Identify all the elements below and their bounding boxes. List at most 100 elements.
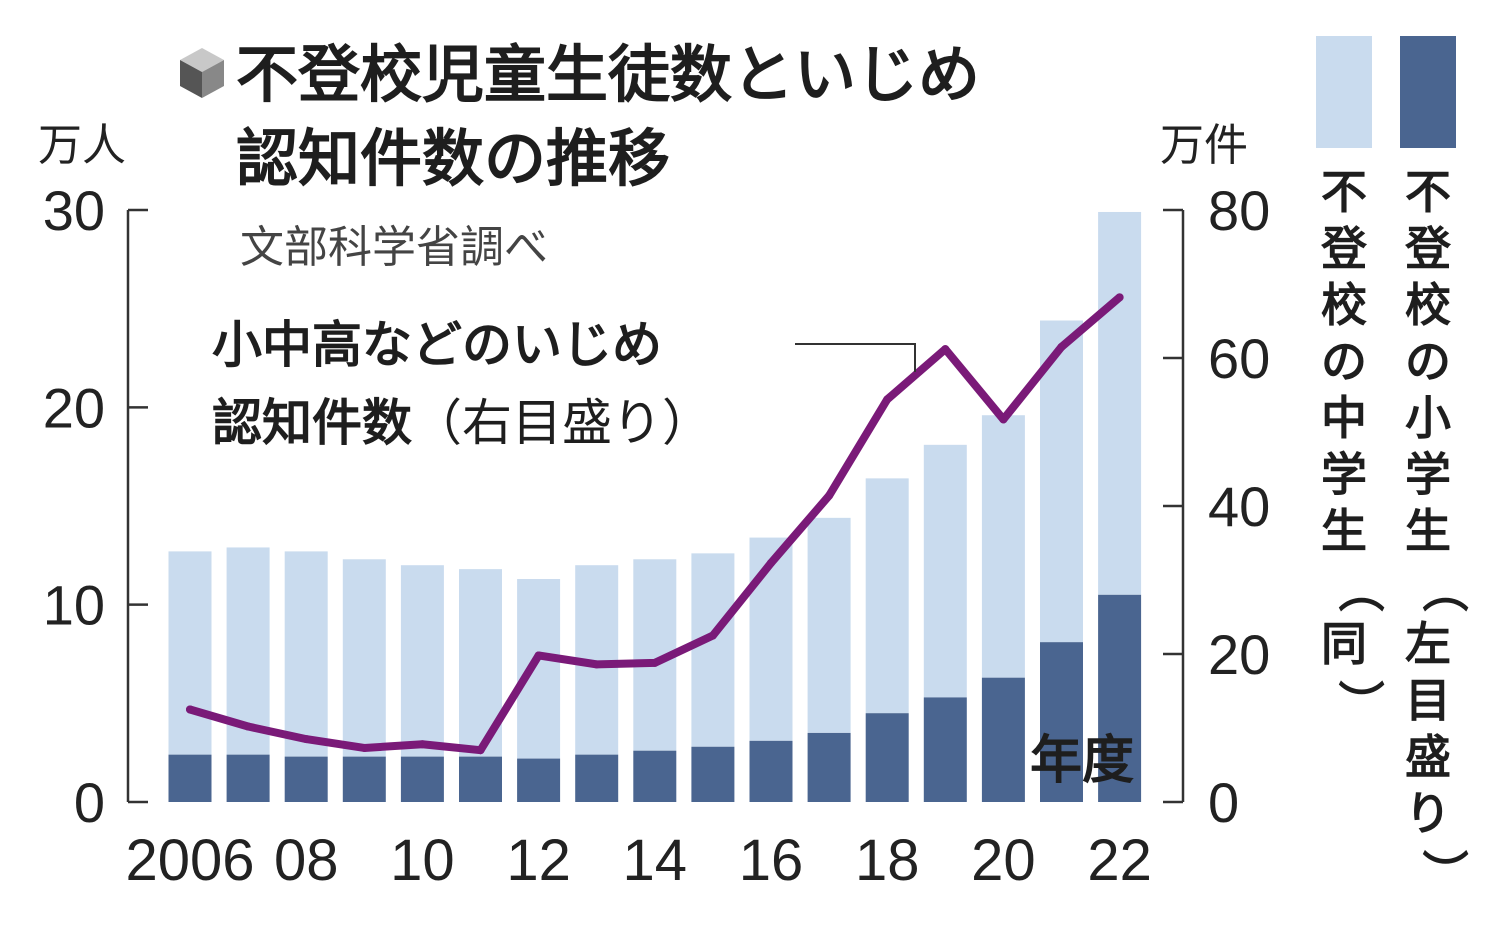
bullying-point <box>360 743 369 752</box>
bullying-point <box>650 658 659 667</box>
bar-middle-school <box>923 444 967 698</box>
bar-elementary-school <box>1040 642 1083 802</box>
legend-char: 目 <box>1405 674 1451 728</box>
legend-char: （ <box>1417 567 1471 613</box>
bar-series <box>168 211 1142 802</box>
bar-middle-school <box>400 565 444 757</box>
bar-elementary-school <box>400 756 444 802</box>
legend-char: 盛 <box>1405 730 1451 784</box>
bar-elementary-school <box>981 677 1025 802</box>
legend-char: 学 <box>1405 448 1451 502</box>
right-axis-tick-label: 60 <box>1208 327 1270 390</box>
chart-title-line1: 不登校児童生徒数といじめ <box>236 38 980 111</box>
line-annotation-light: （右目盛り） <box>412 394 712 452</box>
x-axis-tick-label: 12 <box>506 828 571 893</box>
bullying-point <box>592 660 601 669</box>
legend-swatch <box>1316 36 1372 148</box>
bar-elementary-school <box>342 756 386 802</box>
bar-middle-school <box>807 517 851 733</box>
legend-char: 登 <box>1320 222 1368 276</box>
line-annotation-line1: 小中高などのいじめ <box>212 316 662 374</box>
bullying-point <box>883 395 892 404</box>
right-axis: 0 20 40 60 80 <box>1163 179 1270 834</box>
legend-char: 校 <box>1321 278 1367 332</box>
bullying-point <box>534 651 543 660</box>
bar-elementary-school <box>575 754 619 802</box>
line-annotation-leader <box>795 343 916 372</box>
left-axis-tick-label: 30 <box>43 179 105 242</box>
legend-char: り <box>1405 787 1451 841</box>
bar-elementary-school <box>749 740 793 802</box>
chart-source: 文部科学省調べ <box>240 222 548 273</box>
bar-middle-school <box>284 551 328 757</box>
bullying-point <box>1115 293 1124 302</box>
legend-char: （ <box>1333 567 1387 613</box>
right-axis-tick-label: 0 <box>1208 771 1239 834</box>
legend-char: 生 <box>1405 504 1451 558</box>
bar-elementary-school <box>284 756 328 802</box>
bar-middle-school <box>981 415 1025 678</box>
legend-char: ） <box>1333 680 1387 726</box>
left-axis-unit: 万人 <box>38 120 126 171</box>
legend-char: の <box>1321 335 1367 389</box>
line-series <box>186 293 1124 755</box>
right-axis-tick-label: 80 <box>1208 179 1270 242</box>
legend-char: 同 <box>1321 617 1367 671</box>
x-axis-tick-label: 18 <box>855 828 920 893</box>
legend-char: の <box>1405 335 1451 389</box>
right-axis-tick-label: 40 <box>1208 475 1270 538</box>
right-axis-tick-label: 20 <box>1208 623 1270 686</box>
x-axis-tick-label: 16 <box>739 828 804 893</box>
bullying-point <box>825 491 834 500</box>
bullying-point <box>767 558 775 567</box>
legend-char: 中 <box>1321 391 1367 445</box>
left-axis-tick-label: 0 <box>74 771 105 834</box>
bullying-point <box>708 631 717 640</box>
left-axis-tick-label: 20 <box>43 376 105 439</box>
bullying-point <box>244 722 253 731</box>
bar-middle-school <box>865 478 909 714</box>
legend-char: 左 <box>1405 617 1451 671</box>
bar-elementary-school <box>168 754 212 802</box>
x-axis-tick-label: 08 <box>274 828 339 893</box>
right-axis-unit: 万件 <box>1160 120 1248 171</box>
bar-elementary-school <box>633 750 677 802</box>
bar-elementary-school <box>807 732 851 802</box>
x-axis-label: 年度 <box>1030 731 1134 791</box>
bar-elementary-school <box>517 758 561 802</box>
bar-middle-school <box>1098 211 1142 595</box>
bar-elementary-school <box>226 754 270 802</box>
bar-middle-school <box>168 551 212 755</box>
bar-middle-school <box>691 553 735 747</box>
bar-elementary-school <box>923 697 967 802</box>
bullying-point <box>418 740 427 749</box>
legend-char: 登 <box>1404 222 1452 276</box>
bar-elementary-school <box>691 746 735 802</box>
x-axis-ticks: 2006 08 10 12 14 16 18 20 22 <box>125 828 1151 893</box>
cube-icon <box>180 48 224 98</box>
bar-elementary-school <box>865 713 909 802</box>
line-annotation-line2: 認知件数（右目盛り） <box>212 394 712 452</box>
legend-char: ） <box>1417 849 1471 895</box>
bar-elementary-school <box>459 756 502 802</box>
line-annotation-bold: 認知件数 <box>212 394 412 452</box>
bar-middle-school <box>1040 320 1083 643</box>
bullying-point <box>999 415 1008 424</box>
bullying-point <box>302 735 311 744</box>
bar-elementary-school <box>1098 594 1142 802</box>
x-axis-tick-label: 20 <box>971 828 1036 893</box>
bar-middle-school <box>342 559 386 757</box>
x-axis-tick-label: 14 <box>623 828 688 893</box>
legend-char: 校 <box>1405 278 1451 332</box>
legend-swatch <box>1400 36 1456 148</box>
legend-char: 生 <box>1321 504 1367 558</box>
legend-char: 学 <box>1321 448 1367 502</box>
bullying-point <box>476 746 485 755</box>
legend-char: 不 <box>1405 165 1451 219</box>
left-axis: 0 10 20 30 <box>43 179 148 834</box>
